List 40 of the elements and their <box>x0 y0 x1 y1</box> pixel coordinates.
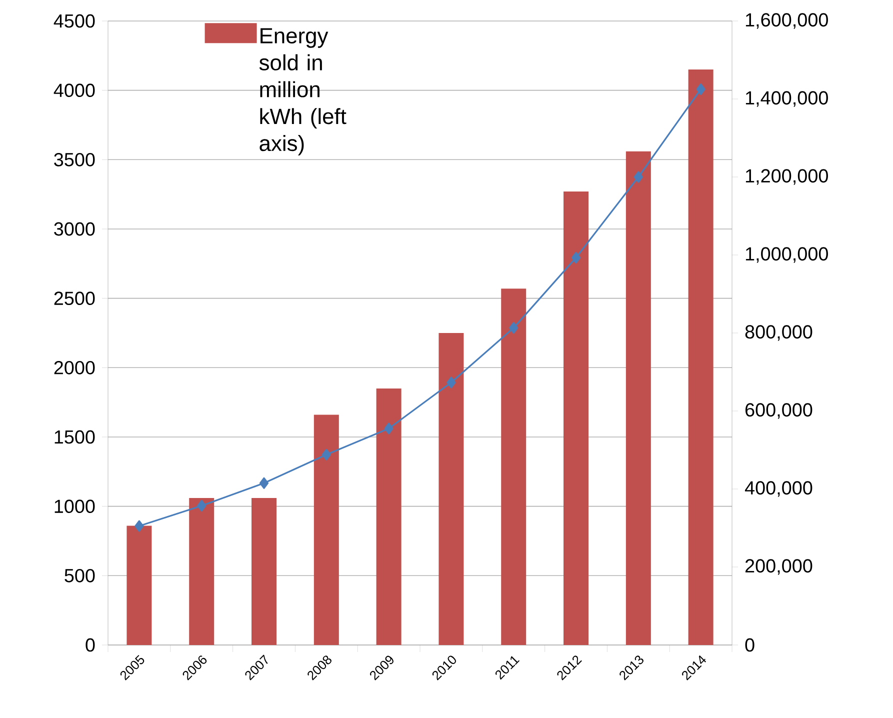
y2-tick-label: 1,000,000 <box>746 247 828 263</box>
legend-label: Energy sold in million kWh (left axis) <box>259 28 346 156</box>
point <box>259 477 269 489</box>
point <box>322 448 331 460</box>
y2-tick-label: 1,600,000 <box>746 13 828 29</box>
point <box>509 322 518 334</box>
y2-tick-label: 800,000 <box>745 325 812 341</box>
point <box>571 252 581 264</box>
y2-tick-label: 0 <box>745 638 754 652</box>
y-tick-label: 0 <box>86 638 95 652</box>
y-tick-label: 1000 <box>54 500 95 514</box>
y2-tick-label: 1,200,000 <box>746 169 828 185</box>
bar <box>252 498 277 645</box>
y-tick-label: 2500 <box>54 292 95 306</box>
y-tick-label: 3500 <box>54 152 95 166</box>
bar <box>626 151 651 645</box>
bar <box>376 388 402 645</box>
bar <box>314 414 339 645</box>
point <box>384 422 394 434</box>
point <box>446 376 456 388</box>
point <box>134 520 144 532</box>
bar <box>126 526 152 645</box>
y-tick-label: 500 <box>64 568 95 582</box>
y2-tick-label: 1,400,000 <box>746 91 828 107</box>
y-tick-label: 4500 <box>54 14 95 28</box>
bar <box>501 288 526 645</box>
y2-tick-label: 200,000 <box>745 559 812 575</box>
bar <box>438 332 464 645</box>
point <box>696 83 706 96</box>
bar <box>189 498 214 645</box>
y2-tick-label: 600,000 <box>745 403 812 419</box>
bar <box>688 70 714 645</box>
y-tick-label: 4000 <box>54 84 95 98</box>
point <box>197 500 206 512</box>
y-tick-label: 1500 <box>54 430 95 444</box>
point <box>634 171 643 183</box>
y2-tick-label: 400,000 <box>744 481 812 497</box>
y-tick-label: 2000 <box>54 360 95 374</box>
y-tick-label: 3000 <box>54 222 95 236</box>
bar <box>564 192 589 645</box>
